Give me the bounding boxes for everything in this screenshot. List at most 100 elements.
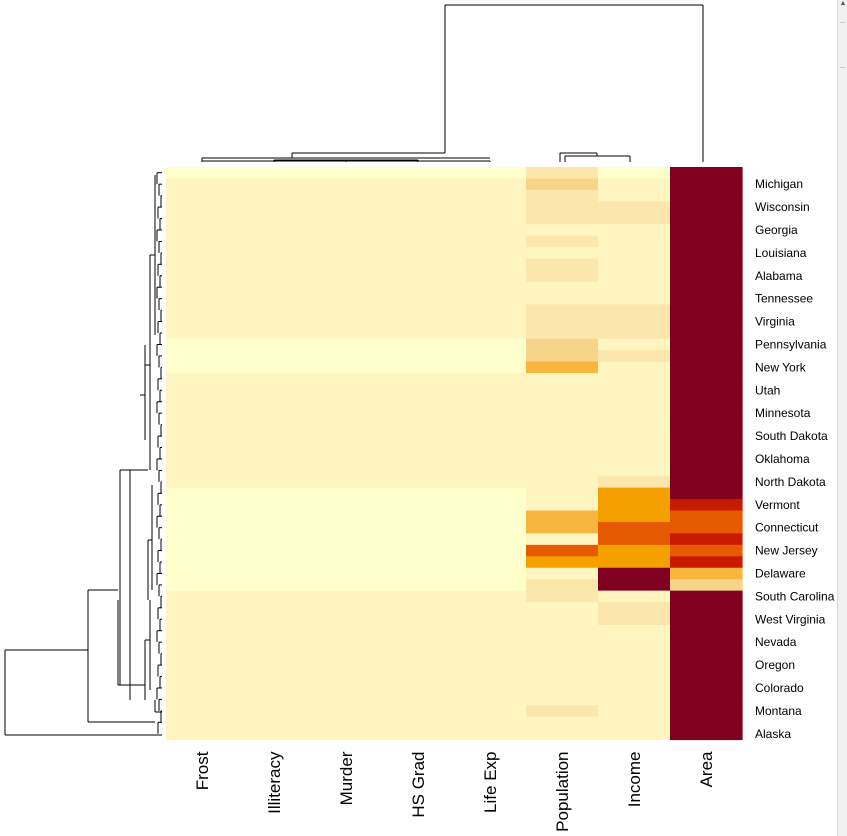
heatmap-cell <box>382 258 455 271</box>
heatmap-cell <box>166 315 239 328</box>
heatmap-cell <box>526 373 599 386</box>
heatmap-cell <box>598 281 671 294</box>
heatmap-cell <box>454 636 527 649</box>
heatmap-cell <box>454 258 527 271</box>
heatmap-cell <box>454 418 527 431</box>
heatmap-cell <box>238 258 311 271</box>
row-label: West Virginia <box>755 612 826 626</box>
heatmap-cell <box>166 521 239 534</box>
heatmap-cell <box>526 521 599 534</box>
heatmap-cell <box>526 476 599 489</box>
scroll-up-arrow-icon[interactable]: ▲ <box>839 0 847 7</box>
heatmap-cell <box>238 590 311 603</box>
heatmap-cell <box>454 579 527 592</box>
heatmap-cell <box>238 292 311 305</box>
heatmap-cell <box>526 716 599 729</box>
heatmap-cell <box>166 441 239 454</box>
heatmap-cell <box>310 247 383 260</box>
heatmap-cell <box>598 189 671 202</box>
scroll-thumb[interactable] <box>840 22 845 68</box>
heatmap-cell <box>166 235 239 248</box>
row-label: North Dakota <box>755 475 826 489</box>
heatmap-cell <box>598 487 671 500</box>
heatmap-cell <box>598 579 671 592</box>
heatmap-cell <box>670 178 743 191</box>
heatmap-cell <box>310 407 383 420</box>
heatmap-cell <box>310 304 383 317</box>
heatmap-cell <box>670 613 743 626</box>
heatmap-cell <box>598 235 671 248</box>
heatmap-cell <box>310 453 383 466</box>
heatmap-cell <box>526 430 599 443</box>
heatmap-cell <box>238 499 311 512</box>
heatmap-cell <box>670 430 743 443</box>
heatmap-cell <box>238 441 311 454</box>
heatmap-cell <box>598 361 671 374</box>
heatmap-cell <box>166 613 239 626</box>
heatmap-cell <box>670 304 743 317</box>
heatmap-cell <box>238 361 311 374</box>
heatmap-cell <box>670 270 743 283</box>
heatmap-cell <box>166 453 239 466</box>
heatmap-cell <box>310 636 383 649</box>
heatmap-cell <box>598 521 671 534</box>
heatmap-cell <box>382 373 455 386</box>
heatmap-cell <box>382 212 455 225</box>
heatmap-cell <box>166 373 239 386</box>
heatmap-cell <box>670 590 743 603</box>
heatmap-cell <box>598 418 671 431</box>
heatmap-cell <box>310 716 383 729</box>
heatmap-cell <box>670 636 743 649</box>
heatmap-cell <box>454 602 527 615</box>
heatmap-cell <box>454 464 527 477</box>
heatmap-cell <box>382 590 455 603</box>
heatmap-cell <box>670 499 743 512</box>
heatmap-cell <box>454 350 527 363</box>
heatmap-cell <box>454 510 527 523</box>
heatmap-cell <box>670 201 743 214</box>
heatmap-cell <box>526 728 599 741</box>
heatmap-cell <box>670 659 743 672</box>
heatmap-cell <box>310 567 383 580</box>
heatmap-cell <box>526 636 599 649</box>
heatmap-cell <box>670 544 743 557</box>
heatmap-cell <box>598 315 671 328</box>
heatmap-cell <box>166 716 239 729</box>
heatmap-cell <box>382 270 455 283</box>
heatmap-cell <box>238 167 311 180</box>
heatmap-cell <box>310 235 383 248</box>
heatmap-cell <box>310 602 383 615</box>
heatmap-cell <box>670 728 743 741</box>
heatmap-cell <box>310 384 383 397</box>
heatmap-cell <box>670 625 743 638</box>
heatmap-cell <box>526 315 599 328</box>
heatmap-cell <box>670 224 743 237</box>
heatmap-cell <box>382 464 455 477</box>
row-label: Alaska <box>755 727 791 741</box>
heatmap-cell <box>598 384 671 397</box>
heatmap-cell <box>382 304 455 317</box>
heatmap-cell <box>598 453 671 466</box>
heatmap-cell <box>670 567 743 580</box>
heatmap-cell <box>598 441 671 454</box>
heatmap-cell <box>598 247 671 260</box>
heatmap-cell <box>526 487 599 500</box>
heatmap-cell <box>310 327 383 340</box>
heatmap-cell <box>166 418 239 431</box>
heatmap-cell <box>382 350 455 363</box>
heatmap-cell <box>670 510 743 523</box>
heatmap-cell <box>382 396 455 409</box>
heatmap-cell <box>382 510 455 523</box>
heatmap-cell <box>454 281 527 294</box>
heatmap-cell <box>670 647 743 660</box>
heatmap-cell <box>382 418 455 431</box>
heatmap-cell <box>382 521 455 534</box>
vertical-scrollbar[interactable]: ▲ <box>837 0 847 836</box>
heatmap-cell <box>598 430 671 443</box>
heatmap-cell <box>238 602 311 615</box>
heatmap-cell <box>310 338 383 351</box>
heatmap-cell <box>670 453 743 466</box>
heatmap-cell <box>238 613 311 626</box>
heatmap-cell <box>526 224 599 237</box>
heatmap-cell <box>670 487 743 500</box>
